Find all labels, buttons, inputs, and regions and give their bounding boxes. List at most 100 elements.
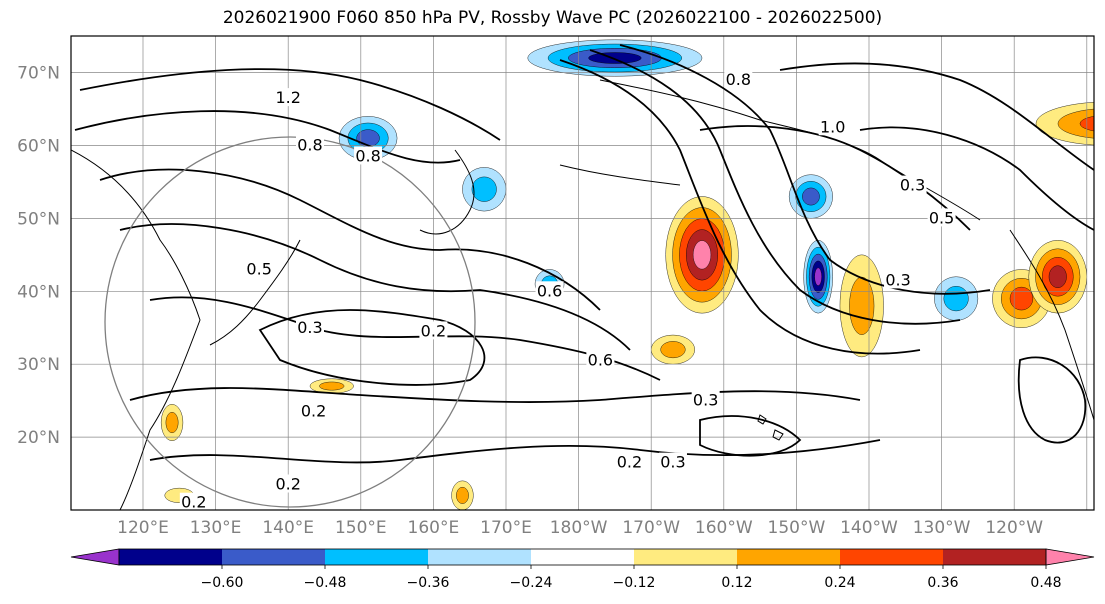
pv-anomaly-patch xyxy=(160,404,184,441)
pv-anomaly-patch xyxy=(462,167,507,212)
contour-labels: 1.20.80.80.50.3 0.20.20.20.20.60.60.30.2 0… xyxy=(179,69,956,512)
longitude-label: 160°W xyxy=(695,518,753,538)
coastline-aleutians xyxy=(559,164,681,186)
colorbar-tick-label: 0.48 xyxy=(1030,575,1061,591)
latitude-labels: 70°N 60°N 50°N 40°N 30°N 20°N xyxy=(17,64,60,449)
longitude-label: 160°E xyxy=(408,518,460,538)
contour-label-bg xyxy=(658,452,687,471)
latitude-label: 30°N xyxy=(17,355,60,375)
colorbar-segment xyxy=(840,549,943,565)
contour-label-bg xyxy=(586,350,615,369)
pv-anomaly-band xyxy=(1048,265,1067,288)
pv-anomaly-band xyxy=(456,486,469,504)
contour-label: 0.2 xyxy=(301,402,326,421)
pv-anomaly-band xyxy=(319,381,345,391)
contour-line xyxy=(99,168,601,311)
latitude-label: 50°N xyxy=(17,209,60,229)
colorbar: −0.60 −0.48 −0.36 −0.24 −0.12 0.12 0.24 0.36 0.4… xyxy=(70,548,1095,591)
contour-label: 0.6 xyxy=(537,281,562,300)
longitude-label: 140°E xyxy=(262,518,314,538)
longitude-label: 150°E xyxy=(335,518,387,538)
contour-line xyxy=(129,387,861,403)
contour-line xyxy=(258,309,486,386)
pv-anomaly-patch xyxy=(527,39,703,77)
latitude-label: 70°N xyxy=(17,64,60,84)
contour-label-bg xyxy=(245,259,274,278)
contour-label: 0.8 xyxy=(355,146,380,165)
contour-line xyxy=(699,125,971,231)
colorbar-extend-high xyxy=(1045,548,1095,566)
contour-label: 0.3 xyxy=(297,318,322,337)
longitude-label: 150°W xyxy=(768,518,826,538)
contour-label: 0.3 xyxy=(660,453,685,472)
pv-anomaly-band xyxy=(356,129,380,148)
contour-label: 0.3 xyxy=(900,176,925,195)
pv-anomaly-patch xyxy=(1093,49,1094,53)
highlight-circle xyxy=(104,136,476,508)
pv-anomaly-band xyxy=(1093,49,1094,53)
contour-line xyxy=(699,415,802,457)
contour-line xyxy=(119,223,631,351)
contour-label: 0.8 xyxy=(726,70,751,89)
contour-label: 0.5 xyxy=(246,259,271,278)
contour-label: 1.0 xyxy=(820,117,845,136)
contour-line xyxy=(79,68,501,141)
contour-label-bg xyxy=(274,88,303,107)
longitude-label: 170°E xyxy=(480,518,532,538)
pv-anomaly-patch xyxy=(788,174,833,219)
pv-anomaly-patch xyxy=(650,334,695,365)
graticule xyxy=(71,36,1094,510)
colorbar-segment xyxy=(943,549,1046,565)
colorbar-tick-label: −0.60 xyxy=(201,575,244,591)
coastline-kamchatka xyxy=(419,149,475,235)
contour-label-bg xyxy=(724,69,753,88)
contour-line xyxy=(619,44,991,295)
longitude-label: 140°W xyxy=(840,518,898,538)
pv-anomaly-band xyxy=(660,341,686,359)
pv-anomaly-patch xyxy=(1028,240,1087,314)
coastline-north-america xyxy=(1009,229,1094,421)
longitude-label: 120°E xyxy=(117,518,169,538)
longitude-label: 130°E xyxy=(190,518,242,538)
colorbar-segment xyxy=(119,549,222,565)
map-area: 1.20.80.80.50.3 0.20.20.20.20.60.60.30.2 0… xyxy=(70,35,1095,512)
longitude-label: 120°W xyxy=(985,518,1043,538)
contour-label: 0.8 xyxy=(297,136,322,155)
pv-anomaly-patch xyxy=(1035,102,1094,146)
colorbar-tick-label: −0.12 xyxy=(613,575,656,591)
colorbar-frame xyxy=(118,548,1047,566)
contour-label-bg xyxy=(299,401,328,420)
pv-anomaly-band xyxy=(943,286,969,312)
contour-label: 0.3 xyxy=(693,391,718,410)
contour-label: 0.2 xyxy=(617,453,642,472)
contour-label-bg xyxy=(179,492,208,510)
contour-label-bg xyxy=(615,452,644,471)
pv-anomaly-band xyxy=(849,276,875,335)
longitude-label: 130°W xyxy=(913,518,971,538)
contour-line xyxy=(74,110,461,164)
contour-label: 1.2 xyxy=(275,88,300,107)
colorbar-segment xyxy=(634,549,737,565)
contour-label-bg xyxy=(691,390,720,409)
coastline-asia xyxy=(71,149,201,510)
contour-label: 0.2 xyxy=(181,493,206,512)
contour-label-bg xyxy=(898,175,927,194)
longitude-labels: 120°E 130°E 140°E 150°E 160°E 170°E 180°W 170°W… xyxy=(117,518,1043,538)
contour-label-bg xyxy=(535,281,564,300)
contour-line xyxy=(589,49,961,325)
contour-label-bg xyxy=(274,474,303,493)
colorbar-segment xyxy=(222,549,325,565)
map-frame xyxy=(70,35,1095,511)
pv-anomaly-band xyxy=(692,240,712,270)
contour-line xyxy=(859,126,1094,231)
contour-label-bg xyxy=(884,270,913,289)
pv-anomaly-band xyxy=(814,267,822,286)
latitude-label: 60°N xyxy=(17,137,60,157)
colorbar-segment xyxy=(531,549,634,565)
contour-label-bg xyxy=(295,317,324,336)
latitude-label: 40°N xyxy=(17,282,60,302)
colorbar-tick-label: 0.12 xyxy=(721,575,752,591)
colorbar-segment xyxy=(325,549,428,565)
pv-anomaly-band xyxy=(165,412,179,434)
latitude-label: 20°N xyxy=(17,428,60,448)
